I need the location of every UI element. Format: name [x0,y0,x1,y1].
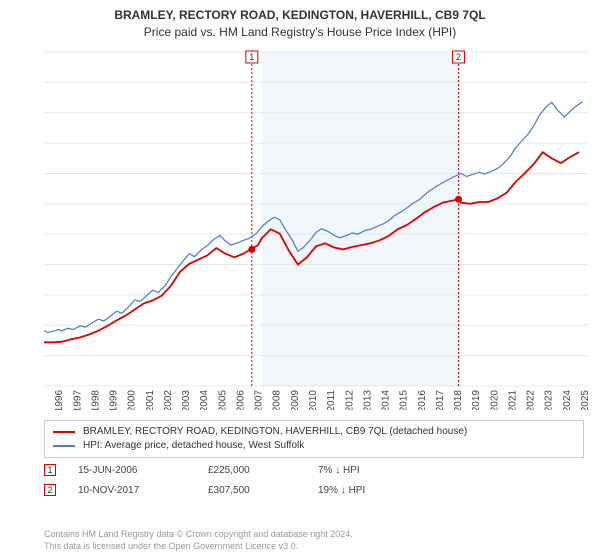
svg-text:2022: 2022 [526,390,537,410]
svg-text:2011: 2011 [326,390,337,410]
sale-price: £225,000 [208,465,318,476]
svg-text:2020: 2020 [489,390,500,410]
svg-text:2019: 2019 [471,390,482,410]
svg-text:2006: 2006 [235,390,246,410]
svg-text:2012: 2012 [344,390,355,410]
sale-price: £307,500 [208,485,318,496]
legend-label: HPI: Average price, detached house, West… [83,439,304,453]
svg-text:2002: 2002 [163,390,174,410]
svg-text:1999: 1999 [109,390,120,410]
legend: BRAMLEY, RECTORY ROAD, KEDINGTON, HAVERH… [44,420,584,458]
footnote: Contains HM Land Registry data © Crown c… [44,528,584,552]
svg-text:2000: 2000 [127,390,138,410]
svg-text:2003: 2003 [181,390,192,410]
footnote-line1: Contains HM Land Registry data © Crown c… [44,528,584,540]
svg-text:2014: 2014 [381,390,392,410]
svg-text:1997: 1997 [72,390,83,410]
legend-item: BRAMLEY, RECTORY ROAD, KEDINGTON, HAVERH… [53,425,575,439]
footnote-line2: This data is licensed under the Open Gov… [44,540,584,552]
chart-title: BRAMLEY, RECTORY ROAD, KEDINGTON, HAVERH… [0,0,600,22]
svg-text:2004: 2004 [199,390,210,410]
svg-text:2024: 2024 [562,390,573,410]
legend-item: HPI: Average price, detached house, West… [53,439,575,453]
svg-text:2018: 2018 [453,390,464,410]
sale-row: 2 10-NOV-2017£307,50019% ↓ HPI [44,480,584,500]
svg-text:2007: 2007 [254,390,265,410]
svg-text:2001: 2001 [145,390,156,410]
svg-text:1996: 1996 [54,390,65,410]
svg-text:2017: 2017 [435,390,446,410]
svg-text:2021: 2021 [507,390,518,410]
sale-pct: 7% ↓ HPI [318,465,428,476]
sale-marker: 1 [44,464,56,476]
svg-text:1998: 1998 [90,390,101,410]
legend-swatch [53,445,75,447]
legend-label: BRAMLEY, RECTORY ROAD, KEDINGTON, HAVERH… [83,425,467,439]
svg-text:1995: 1995 [44,390,47,410]
svg-text:2016: 2016 [417,390,428,410]
svg-text:2008: 2008 [272,390,283,410]
chart-subtitle: Price paid vs. HM Land Registry's House … [0,22,600,39]
sale-date: 10-NOV-2017 [78,485,208,496]
sales-table: 1 15-JUN-2006£225,0007% ↓ HPI 2 10-NOV-2017… [44,460,584,500]
svg-text:2010: 2010 [308,390,319,410]
svg-text:2005: 2005 [217,390,228,410]
sale-pct: 19% ↓ HPI [318,485,428,496]
sale-marker: 2 [44,484,56,496]
svg-text:2023: 2023 [544,390,555,410]
svg-text:2: 2 [456,52,461,62]
legend-swatch [53,431,75,433]
price-chart: £0£50K£100K£150K£200K£250K£300K£350K£400… [44,50,588,410]
sale-date: 15-JUN-2006 [78,465,208,476]
svg-text:1: 1 [249,52,254,62]
svg-text:2009: 2009 [290,390,301,410]
svg-text:2015: 2015 [399,390,410,410]
svg-text:2013: 2013 [362,390,373,410]
sale-row: 1 15-JUN-2006£225,0007% ↓ HPI [44,460,584,480]
svg-text:2025: 2025 [580,390,588,410]
